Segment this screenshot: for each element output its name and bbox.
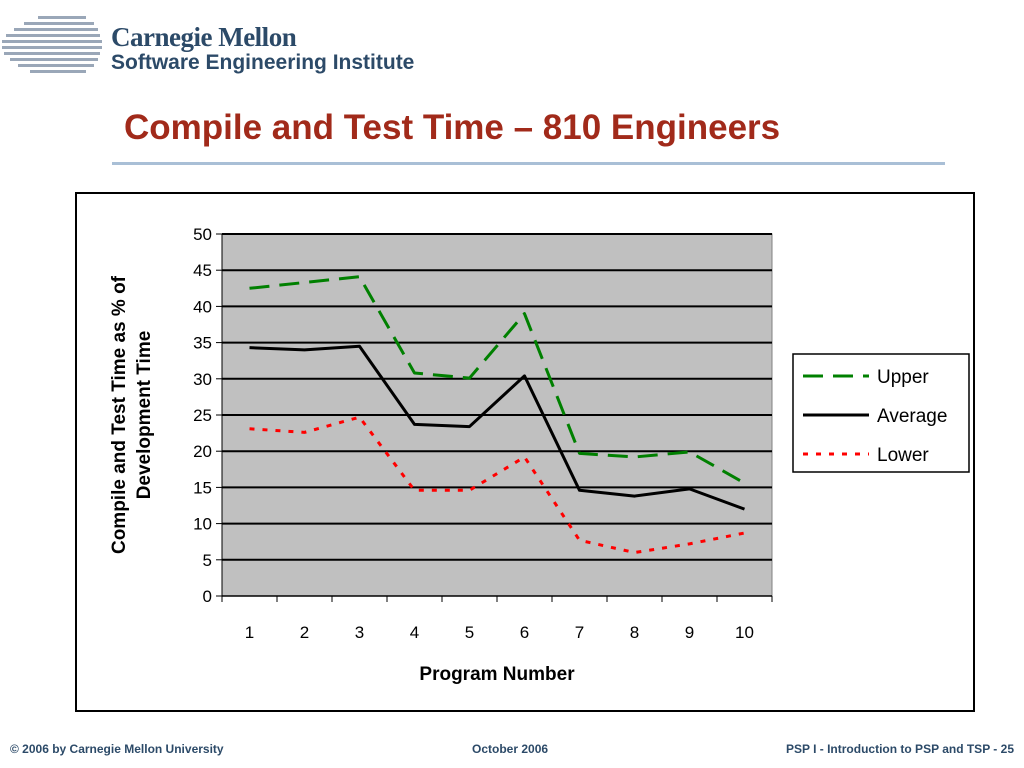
series-line-lower (249, 415, 745, 555)
series-line-upper (249, 275, 746, 485)
y-tick-label: 5 (203, 551, 212, 570)
legend-label-lower: Lower (877, 445, 929, 466)
series-line-average (249, 344, 746, 511)
x-tick-label: 3 (355, 623, 364, 642)
legend-label-average: Average (877, 406, 947, 427)
legend-box (792, 353, 970, 473)
y-tick-label: 20 (193, 442, 212, 461)
footer-copyright: © 2006 by Carnegie Mellon University (10, 742, 224, 756)
x-axis-title: Program Number (419, 664, 575, 685)
org-name-line1: Carnegie Mellon (111, 22, 297, 52)
x-tick-label: 1 (245, 623, 254, 642)
x-tick-label: 8 (630, 623, 639, 642)
x-tick-label: 7 (575, 623, 584, 642)
y-tick-label: 15 (193, 478, 212, 497)
y-tick-label: 50 (193, 225, 212, 244)
title-divider (112, 162, 945, 165)
footer-page-label: PSP I - Introduction to PSP and TSP - 25 (785, 742, 1014, 756)
y-axis-title-line: Development Time (134, 331, 155, 500)
x-tick-label: 2 (300, 623, 309, 642)
chart-frame: 0 5 10 15 20 25 30 35 40 45 50 1 2 3 4 5 6 7 8 9 10 Program N… (75, 192, 975, 712)
y-tick-label: 40 (193, 297, 212, 316)
org-name-line2: Software Engineering Institute (111, 51, 415, 74)
y-tick-label: 45 (193, 261, 212, 280)
x-tick-label: 9 (685, 623, 694, 642)
x-tick-label: 4 (410, 623, 419, 642)
x-tick-label: 5 (465, 623, 474, 642)
footer-date: October 2006 (472, 742, 549, 756)
sei-stripes-logo-icon (0, 14, 104, 78)
slide-title: Compile and Test Time – 810 Engineers (124, 108, 781, 147)
y-tick-label: 30 (193, 370, 212, 389)
x-tick-label: 6 (520, 623, 529, 642)
x-tick-label: 10 (735, 623, 754, 642)
y-tick-label: 0 (203, 587, 212, 606)
y-tick-label: 10 (193, 515, 212, 534)
legend-label-upper: Upper (877, 367, 929, 388)
y-tick-label: 35 (193, 334, 212, 353)
y-tick-label: 25 (193, 406, 212, 425)
y-axis-title-line: Compile and Test Time as % of (109, 275, 130, 554)
